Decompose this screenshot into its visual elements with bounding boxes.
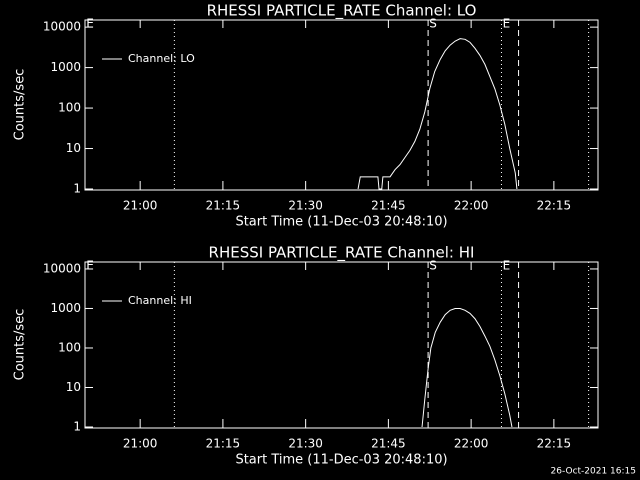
x-tick-label: 22:00	[454, 437, 489, 451]
annotation: E	[86, 259, 94, 273]
y-tick-label: 1000	[50, 301, 81, 315]
x-tick-label: 21:30	[288, 199, 323, 213]
x-tick-label: 21:00	[123, 437, 158, 451]
x-tick-label: 21:45	[371, 199, 406, 213]
series-line	[421, 307, 513, 428]
annotation: E	[86, 17, 94, 31]
annotation: E	[503, 259, 511, 273]
chart-title: RHESSI PARTICLE_RATE Channel: HI	[209, 244, 475, 263]
annotation: E	[503, 17, 511, 31]
annotation: S	[429, 259, 437, 273]
series-line	[357, 38, 518, 190]
y-tick-label: 100	[58, 101, 81, 115]
y-axis-label: Counts/sec	[13, 69, 28, 141]
y-tick-label: 100	[58, 340, 81, 354]
annotation: S	[429, 17, 437, 31]
x-axis-label: Start Time (11-Dec-03 20:48:10)	[235, 215, 447, 230]
plot-frame	[84, 261, 599, 429]
x-tick-label: 21:45	[371, 437, 406, 451]
y-tick-label: 10	[66, 141, 81, 155]
plot-frame	[84, 19, 599, 191]
y-axis-label: Counts/sec	[13, 309, 28, 381]
x-tick-label: 21:00	[123, 199, 158, 213]
x-tick-label: 21:30	[288, 437, 323, 451]
y-tick-label: 1	[73, 420, 81, 434]
y-tick-label: 10000	[43, 261, 81, 275]
x-tick-label: 21:15	[206, 437, 241, 451]
x-tick-label: 21:15	[206, 199, 241, 213]
x-tick-label: 22:15	[537, 437, 572, 451]
y-tick-label: 10000	[43, 20, 81, 34]
y-tick-label: 1	[73, 182, 81, 196]
x-tick-label: 22:15	[537, 199, 572, 213]
footer: 26-Oct-2021 16:15	[551, 467, 636, 477]
x-tick-label: 22:00	[454, 199, 489, 213]
legend-label: Channel: LO	[128, 52, 195, 65]
y-tick-label: 10	[66, 380, 81, 394]
x-axis-label: Start Time (11-Dec-03 20:48:10)	[235, 453, 447, 468]
legend-label: Channel: HI	[128, 294, 192, 307]
chart-title: RHESSI PARTICLE_RATE Channel: LO	[207, 2, 477, 21]
y-tick-label: 1000	[50, 60, 81, 74]
